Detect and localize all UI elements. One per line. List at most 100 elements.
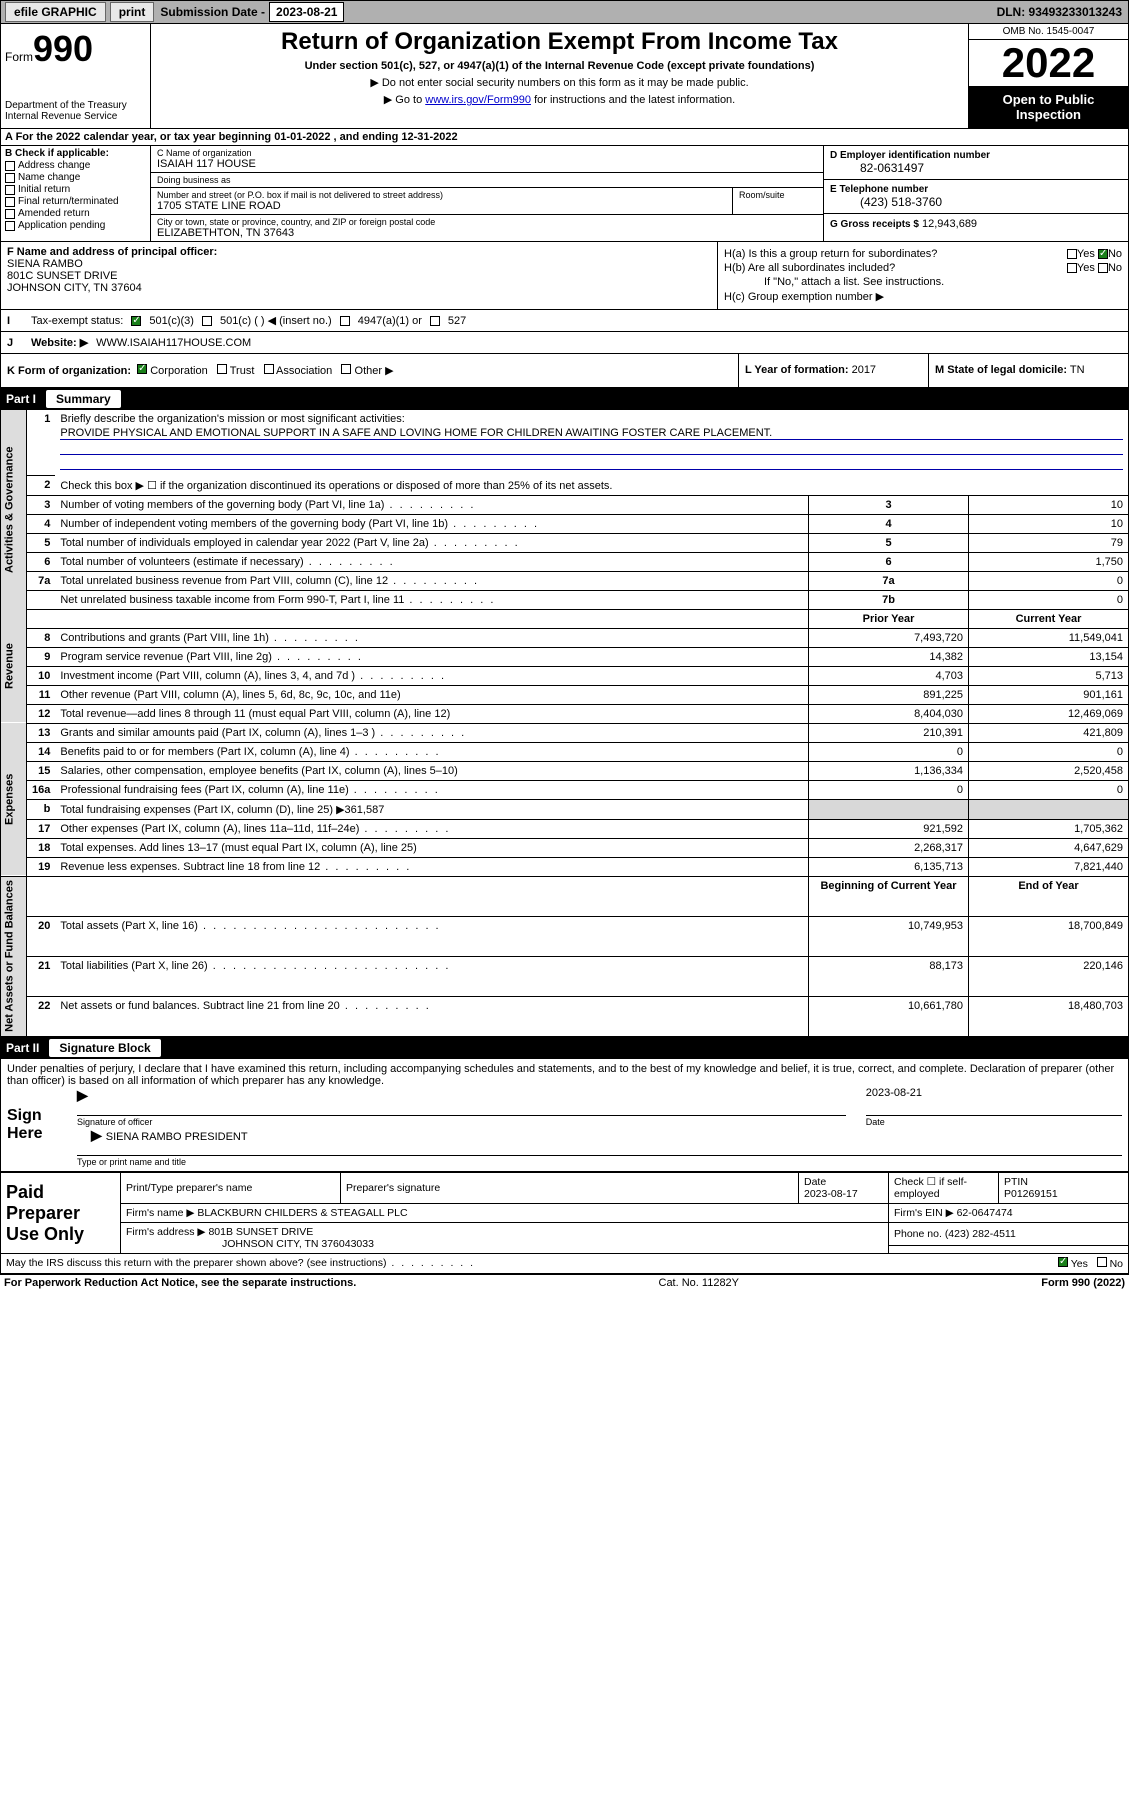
paid-preparer-label: Paid Preparer Use Only — [1, 1173, 121, 1254]
l16b-desc: Total fundraising expenses (Part IX, col… — [55, 799, 808, 819]
print-button[interactable]: print — [110, 2, 155, 22]
irs-link[interactable]: www.irs.gov/Form990 — [425, 94, 531, 106]
year-box: OMB No. 1545-0047 2022 Open to Public In… — [968, 24, 1128, 128]
ha-no: No — [1108, 248, 1122, 260]
l21-py: 88,173 — [809, 956, 969, 996]
chk-527[interactable] — [430, 316, 440, 326]
col-h: H(a) Is this a group return for subordin… — [718, 242, 1128, 309]
j-label: Website: ▶ — [31, 336, 88, 349]
chk-final-return[interactable] — [5, 197, 15, 207]
begin-year-hdr: Beginning of Current Year — [809, 876, 969, 916]
l18-desc: Total expenses. Add lines 13–17 (must eq… — [55, 838, 808, 857]
j-lead: J — [7, 337, 23, 349]
note2-pre: ▶ Go to — [384, 94, 425, 106]
l4-val: 10 — [969, 514, 1129, 533]
chk-other[interactable] — [341, 364, 351, 374]
l5-val: 79 — [969, 533, 1129, 552]
form-header: Form990 Department of the Treasury Inter… — [0, 24, 1129, 129]
l2-text: Check this box ▶ ☐ if the organization d… — [55, 476, 1128, 495]
l7a-val: 0 — [969, 571, 1129, 590]
chk-amended[interactable] — [5, 209, 15, 219]
l14-py: 0 — [809, 742, 969, 761]
chk-assoc[interactable] — [264, 364, 274, 374]
city-label: City or town, state or province, country… — [157, 217, 817, 227]
l11-py: 891,225 — [809, 685, 969, 704]
form-prefix: Form — [5, 50, 33, 64]
chk-name-change[interactable] — [5, 173, 15, 183]
chk-ha-no[interactable] — [1098, 249, 1108, 259]
chk-trust[interactable] — [217, 364, 227, 374]
page-footer: For Paperwork Reduction Act Notice, see … — [0, 1274, 1129, 1291]
discuss-no: No — [1110, 1258, 1123, 1270]
end-year-hdr: End of Year — [969, 876, 1129, 916]
l7b-nc: 7b — [809, 590, 969, 609]
prep-date-val: 2023-08-17 — [804, 1188, 883, 1200]
tax-year: 2022 — [969, 40, 1128, 86]
chk-4947[interactable] — [340, 316, 350, 326]
l16a-desc: Professional fundraising fees (Part IX, … — [55, 780, 808, 799]
l15-desc: Salaries, other compensation, employee b… — [55, 761, 808, 780]
l3-nc: 3 — [809, 495, 969, 514]
year-formation: 2017 — [852, 364, 876, 376]
ein-value: 82-0631497 — [830, 161, 1122, 175]
part1-header: Part I Summary — [0, 388, 1129, 410]
opt-amended: Amended return — [18, 208, 90, 219]
l18-py: 2,268,317 — [809, 838, 969, 857]
l6-nc: 6 — [809, 552, 969, 571]
part2-name: Signature Block — [49, 1039, 160, 1057]
block-fh: F Name and address of principal officer:… — [0, 242, 1129, 310]
phone-value: (423) 518-3760 — [830, 195, 1122, 209]
part1-table: Activities & Governance 1 Briefly descri… — [0, 410, 1129, 1037]
chk-app-pending[interactable] — [5, 221, 15, 231]
col-k: K Form of organization: Corporation Trus… — [1, 354, 738, 387]
chk-hb-yes[interactable] — [1067, 263, 1077, 273]
l19-desc: Revenue less expenses. Subtract line 18 … — [55, 857, 808, 876]
l3-desc: Number of voting members of the governin… — [55, 495, 808, 514]
firm-phone-val: (423) 282-4511 — [945, 1228, 1016, 1240]
l18-cy: 4,647,629 — [969, 838, 1129, 857]
current-year-hdr: Current Year — [969, 609, 1129, 628]
i-label: Tax-exempt status: — [31, 315, 123, 327]
open-to-public: Open to Public Inspection — [969, 86, 1128, 128]
m-label: M State of legal domicile: — [935, 364, 1067, 376]
ha-yes: Yes — [1077, 248, 1095, 260]
form-subtitle: Under section 501(c), 527, or 4947(a)(1)… — [159, 60, 960, 72]
chk-address-change[interactable] — [5, 161, 15, 171]
phone-label: E Telephone number — [830, 184, 1122, 195]
chk-discuss-no[interactable] — [1097, 1257, 1107, 1267]
website-value: WWW.ISAIAH117HOUSE.COM — [96, 337, 251, 349]
chk-initial-return[interactable] — [5, 185, 15, 195]
opt-assoc: Association — [276, 365, 332, 377]
sig-declaration: Under penalties of perjury, I declare th… — [7, 1063, 1122, 1087]
sig-officer-line: Signature of officer — [77, 1115, 846, 1127]
prep-sig-lbl: Preparer's signature — [341, 1173, 799, 1204]
chk-hb-no[interactable] — [1098, 263, 1108, 273]
chk-501c3[interactable] — [131, 316, 141, 326]
prep-date-lbl: Date — [804, 1176, 883, 1188]
arrow-icon: ▶ — [77, 1087, 88, 1103]
footer-mid: Cat. No. 11282Y — [356, 1277, 1041, 1289]
opt-address-change: Address change — [18, 160, 90, 171]
chk-discuss-yes[interactable] — [1058, 1257, 1068, 1267]
l14-desc: Benefits paid to or for members (Part IX… — [55, 742, 808, 761]
l6-val: 1,750 — [969, 552, 1129, 571]
efile-button[interactable]: efile GRAPHIC — [5, 2, 106, 22]
l6-desc: Total number of volunteers (estimate if … — [55, 552, 808, 571]
f-label: F Name and address of principal officer: — [7, 246, 711, 258]
l16a-cy: 0 — [969, 780, 1129, 799]
firm-addr1-val: 801B SUNSET DRIVE — [208, 1226, 313, 1238]
chk-corp[interactable] — [137, 364, 147, 374]
opt-501c3: 501(c)(3) — [149, 315, 194, 327]
chk-ha-yes[interactable] — [1067, 249, 1077, 259]
l7b-desc: Net unrelated business taxable income fr… — [55, 590, 808, 609]
dln: DLN: 93493233013243 — [997, 5, 1128, 19]
ein-label: D Employer identification number — [830, 150, 1122, 161]
k-label: K Form of organization: — [7, 365, 131, 377]
form-title: Return of Organization Exempt From Incom… — [159, 28, 960, 56]
submission-date: 2023-08-21 — [269, 2, 344, 22]
l7a-nc: 7a — [809, 571, 969, 590]
i-lead: I — [7, 315, 23, 327]
chk-501c[interactable] — [202, 316, 212, 326]
hb-yes: Yes — [1077, 262, 1095, 274]
l9-cy: 13,154 — [969, 647, 1129, 666]
